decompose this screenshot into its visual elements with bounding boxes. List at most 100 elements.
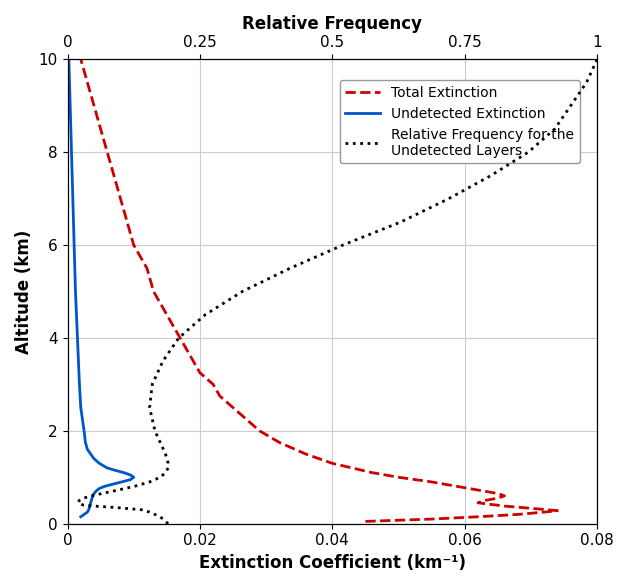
Undetected Extinction [74, 335, 81, 342]
X-axis label: Extinction Coefficient (km⁻¹): Extinction Coefficient (km⁻¹) [199, 554, 466, 572]
Legend: Total Extinction, Undetected Extinction, Relative Frequency for the
Undetected L: Total Extinction, Undetected Extinction,… [340, 80, 579, 163]
Relative Frequency for the
Undetected Layers [164, 464, 172, 471]
Undetected Extinction [100, 483, 108, 490]
Relative Frequency for the
Undetected Layers [164, 520, 172, 527]
Undetected Extinction [104, 464, 111, 471]
Undetected Extinction [96, 460, 103, 467]
Relative Frequency for the
Undetected Layers [201, 311, 209, 318]
Relative Frequency for the
Undetected Layers [551, 126, 559, 133]
Relative Frequency for the
Undetected Layers [130, 483, 138, 490]
Relative Frequency for the
Undetected Layers [148, 416, 156, 423]
Total Extinction [428, 515, 435, 522]
Relative Frequency for the
Undetected Layers [120, 485, 127, 492]
Relative Frequency for the
Undetected Layers [157, 474, 164, 481]
Relative Frequency for the
Undetected Layers [127, 505, 135, 512]
Relative Frequency for the
Undetected Layers [74, 500, 82, 507]
Undetected Extinction [90, 455, 97, 462]
Undetected Extinction [95, 485, 103, 492]
X-axis label: Relative Frequency: Relative Frequency [242, 15, 422, 33]
Total Extinction [163, 311, 170, 318]
Undetected Extinction [77, 404, 84, 411]
Total Extinction [256, 427, 264, 434]
Undetected Extinction [86, 504, 93, 511]
Total Extinction [302, 451, 309, 458]
Total Extinction [209, 381, 217, 388]
Relative Frequency for the
Undetected Layers [80, 502, 87, 509]
Relative Frequency for the
Undetected Layers [286, 265, 294, 272]
Total Extinction [467, 485, 475, 492]
Total Extinction [97, 126, 104, 133]
Total Extinction [428, 478, 435, 485]
Total Extinction [540, 508, 548, 515]
Total Extinction [104, 149, 111, 156]
Total Extinction [441, 481, 448, 488]
Undetected Extinction [77, 513, 84, 520]
Undetected Extinction [118, 478, 126, 485]
Relative Frequency for the
Undetected Layers [567, 102, 574, 109]
Total Extinction [501, 502, 508, 510]
Undetected Extinction [70, 241, 78, 248]
Undetected Extinction [111, 467, 119, 474]
Relative Frequency for the
Undetected Layers [80, 495, 87, 502]
Relative Frequency for the
Undetected Layers [582, 79, 590, 86]
Relative Frequency for the
Undetected Layers [146, 508, 153, 515]
Undetected Extinction [89, 492, 96, 500]
Relative Frequency for the
Undetected Layers [157, 513, 164, 520]
Total Extinction [501, 492, 508, 500]
Relative Frequency for the
Undetected Layers [339, 241, 347, 248]
Total Extinction [123, 218, 131, 225]
Undetected Extinction [85, 506, 92, 513]
Relative Frequency for the
Undetected Layers [164, 460, 172, 467]
Relative Frequency for the
Undetected Layers [159, 515, 167, 522]
Relative Frequency for the
Undetected Layers [146, 478, 153, 485]
Total Extinction [494, 495, 501, 502]
Total Extinction [229, 404, 237, 411]
Relative Frequency for the
Undetected Layers [87, 492, 95, 500]
Total Extinction [454, 483, 462, 490]
Undetected Extinction [72, 288, 79, 295]
Relative Frequency for the
Undetected Layers [593, 56, 601, 63]
Total Extinction [176, 335, 184, 342]
Undetected Extinction [84, 508, 91, 515]
Undetected Extinction [65, 56, 72, 63]
Relative Frequency for the
Undetected Layers [98, 490, 106, 497]
Total Extinction [243, 416, 250, 423]
Total Extinction [117, 195, 125, 202]
Total Extinction [77, 56, 84, 63]
Total Extinction [130, 241, 138, 248]
Undetected Extinction [120, 469, 128, 476]
Relative Frequency for the
Undetected Layers [138, 506, 145, 513]
Total Extinction [494, 490, 501, 497]
Undetected Extinction [81, 427, 88, 434]
Relative Frequency for the
Undetected Layers [238, 288, 246, 295]
Total Extinction [395, 474, 403, 481]
Total Extinction [481, 488, 488, 495]
Relative Frequency for the
Undetected Layers [445, 195, 453, 202]
Total Extinction [368, 469, 376, 476]
Relative Frequency for the
Undetected Layers [162, 469, 169, 476]
Undetected Extinction [109, 481, 116, 488]
Undetected Extinction [126, 476, 134, 483]
Total Extinction [474, 513, 482, 520]
Relative Frequency for the
Undetected Layers [157, 439, 164, 446]
Total Extinction [481, 497, 488, 504]
Total Extinction [196, 369, 204, 376]
Undetected Extinction [82, 439, 89, 446]
Relative Frequency for the
Undetected Layers [151, 427, 159, 434]
Total Extinction [554, 507, 561, 514]
Total Extinction [143, 265, 151, 272]
Undetected Extinction [90, 490, 97, 497]
Total Extinction [150, 288, 157, 295]
Relative Frequency for the
Undetected Layers [487, 172, 495, 179]
Undetected Extinction [69, 195, 77, 202]
Relative Frequency for the
Undetected Layers [90, 502, 97, 510]
Line: Undetected Extinction: Undetected Extinction [69, 59, 134, 517]
Total Extinction [90, 102, 97, 109]
Total Extinction [189, 357, 197, 365]
Relative Frequency for the
Undetected Layers [525, 149, 532, 156]
Relative Frequency for the
Undetected Layers [146, 404, 153, 411]
Undetected Extinction [86, 502, 94, 509]
Undetected Extinction [88, 495, 96, 502]
Relative Frequency for the
Undetected Layers [111, 504, 119, 511]
Total Extinction [514, 511, 521, 518]
